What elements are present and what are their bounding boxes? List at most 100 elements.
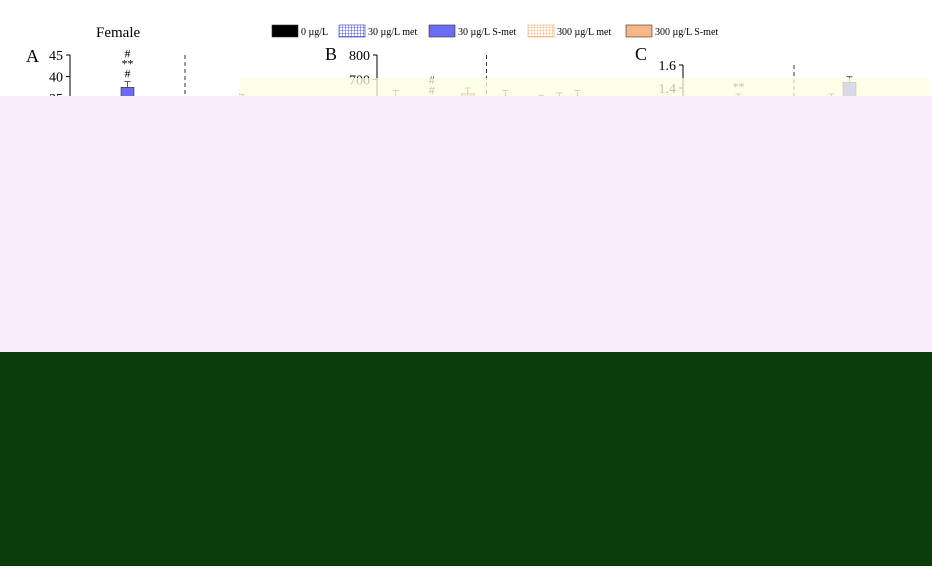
panel-letter-C: C — [635, 44, 647, 64]
y-tick-label-C-6: 1.2 — [659, 105, 677, 120]
significance-mark-A-1: ** — [122, 57, 134, 71]
x-axis-label-E: Treatment — [427, 544, 505, 565]
bar-C-1-0 — [806, 133, 821, 250]
y-tick-label-A-3: 15 — [49, 178, 63, 193]
bar-C-0-2 — [731, 99, 746, 250]
y-axis-label-F: T3/T4 — [621, 397, 637, 435]
panel-C: C 0.0 0.2 0.4 0.6 0.8 1.0 1.2 1.4 1.6 T3/T4 Acute e… — [621, 44, 905, 293]
bar-B-1-3 — [552, 98, 567, 250]
x-tick-label-C-1: Prolonged exposure (28 d) — [796, 256, 902, 267]
y-tick-label-E-5: 1000 — [342, 312, 370, 327]
bar-A-1-0 — [199, 125, 214, 250]
x-tick-label-E-1: Prolonged exposure (28 d) — [488, 522, 594, 533]
y-tick-label-D-8: 40 — [49, 324, 63, 339]
significance-mark-D-0: ## — [122, 333, 134, 347]
bar-A-1-4 — [271, 130, 286, 250]
y-tick-label-B-8: 800 — [349, 49, 370, 64]
bar-F-1-1 — [824, 352, 839, 516]
bar-C-0-3 — [749, 145, 764, 250]
bar-D-0-1 — [102, 389, 117, 516]
bar-F-1-3 — [860, 381, 875, 516]
bar-B-0-4 — [460, 93, 475, 250]
bar-B-1-4 — [570, 95, 585, 250]
chart-panels: A 0 5 10 15 20 25 30 35 40 45 T3 (pg/mL) Acute expos… — [0, 44, 905, 565]
significance-mark-C-0: ** — [733, 79, 745, 93]
y-tick-label-C-7: 1.4 — [659, 82, 677, 97]
bar-F-0-3 — [749, 373, 764, 516]
legend-swatch-2 — [428, 24, 456, 38]
bar-E-1-2 — [534, 337, 549, 516]
x-tick-label-D-1: Prolonged exposure (28 d) — [189, 522, 295, 533]
y-tick-label-A-9: 45 — [49, 49, 63, 64]
bar-E-0-4 — [460, 363, 475, 516]
bar-C-0-0 — [695, 133, 710, 250]
y-tick-label-A-4: 20 — [49, 157, 63, 172]
bar-D-1-3 — [253, 357, 268, 516]
bar-A-1-3 — [253, 127, 268, 250]
y-tick-label-E-4: 800 — [349, 351, 370, 366]
bar-E-1-4 — [570, 345, 585, 516]
y-tick-label-F-6: 1.2 — [659, 340, 677, 355]
bar-F-0-1 — [713, 373, 728, 516]
legend: 0 µg/L 30 µg/L met 30 µg/L S-met 300 µg/L m… — [271, 24, 718, 38]
y-tick-label-A-1: 5 — [56, 221, 63, 236]
y-tick-label-F-7: 1.4 — [659, 312, 677, 327]
bar-E-1-1 — [516, 396, 531, 516]
bar-C-0-4 — [767, 122, 782, 250]
legend-label-4: 300 µg/L S-met — [655, 27, 718, 38]
bar-B-0-2 — [424, 103, 439, 250]
bar-E-0-1 — [406, 392, 421, 516]
y-tick-label-B-2: 200 — [349, 195, 370, 210]
x-tick-label-A-1: Prolonged exposure (28 d) — [189, 256, 295, 267]
bar-F-0-2 — [731, 366, 746, 516]
y-tick-label-B-4: 400 — [349, 146, 370, 161]
panel-D: D 0 5 10 15 20 25 30 35 40 T3 (pg/mL) Acute exposur… — [0, 306, 300, 565]
panel-B: B 0 100 200 300 400 500 600 700 800 T4 (pg/mL) Acut… — [315, 44, 596, 291]
x-tick-label-B-0: Acute exposure (2 d) — [390, 256, 474, 267]
y-axis-label-E: T4 (pg/mL) — [315, 381, 331, 451]
bar-C-1-1 — [824, 99, 839, 250]
bar-E-0-3 — [442, 368, 457, 516]
panel-A: A 0 5 10 15 20 25 30 35 40 45 T3 (pg/mL) Acute expos… — [8, 46, 300, 290]
legend-label-1: 30 µg/L met — [368, 27, 417, 38]
y-tick-label-A-5: 25 — [49, 135, 63, 150]
bar-B-1-1 — [516, 126, 531, 250]
legend-label-3: 300 µg/L met — [557, 27, 611, 38]
legend-swatch-4 — [625, 24, 653, 38]
bar-A-0-1 — [102, 127, 117, 250]
bar-A-0-4 — [156, 123, 171, 250]
significance-mark-A-2: # — [125, 47, 131, 61]
bar-A-1-1 — [217, 119, 232, 250]
bar-D-1-0 — [199, 375, 214, 516]
male-label: Male — [42, 290, 69, 305]
y-tick-label-A-8: 40 — [49, 71, 63, 86]
bar-F-1-4 — [878, 381, 893, 516]
y-tick-label-D-3: 15 — [49, 440, 63, 455]
y-tick-label-D-6: 30 — [49, 370, 63, 385]
bar-A-0-0 — [84, 127, 99, 250]
bar-C-1-2 — [842, 81, 857, 250]
y-axis-label-A: T3 (pg/mL) — [8, 117, 24, 187]
x-tick-label-F-0: Acute exposure (2 d) — [696, 522, 780, 533]
y-axis-label-D: T3 (pg/mL) — [8, 387, 24, 457]
bar-B-1-2 — [534, 100, 549, 250]
bar-D-1-2 — [235, 362, 250, 516]
y-tick-label-B-5: 500 — [349, 122, 370, 137]
bar-D-1-1 — [217, 375, 232, 516]
panel-F: F 0.0 0.2 0.4 0.6 0.8 1.0 1.2 1.4 T3/T4 Acute expo… — [604, 306, 905, 565]
y-tick-label-D-0: 0 — [56, 509, 63, 524]
y-tick-label-B-1: 100 — [349, 219, 370, 234]
y-tick-label-C-3: 0.6 — [659, 174, 677, 189]
y-tick-label-B-6: 600 — [349, 98, 370, 113]
x-tick-label-D-0: Acute exposure (2 d) — [85, 522, 169, 533]
bar-D-0-4 — [156, 362, 171, 516]
bar-D-0-0 — [84, 352, 99, 516]
y-axis-label-C: T3/T4 — [621, 138, 637, 176]
y-tick-label-F-1: 0.2 — [659, 481, 677, 496]
y-tick-label-C-5: 1.0 — [659, 128, 677, 143]
panel-letter-A: A — [26, 46, 39, 66]
x-tick-label-F-1: Prolonged exposure (28 d) — [796, 522, 902, 533]
bar-D-0-3 — [138, 366, 153, 516]
x-tick-label-B-1: Prolonged exposure (28 d) — [488, 256, 594, 267]
bar-F-0-4 — [767, 381, 782, 516]
